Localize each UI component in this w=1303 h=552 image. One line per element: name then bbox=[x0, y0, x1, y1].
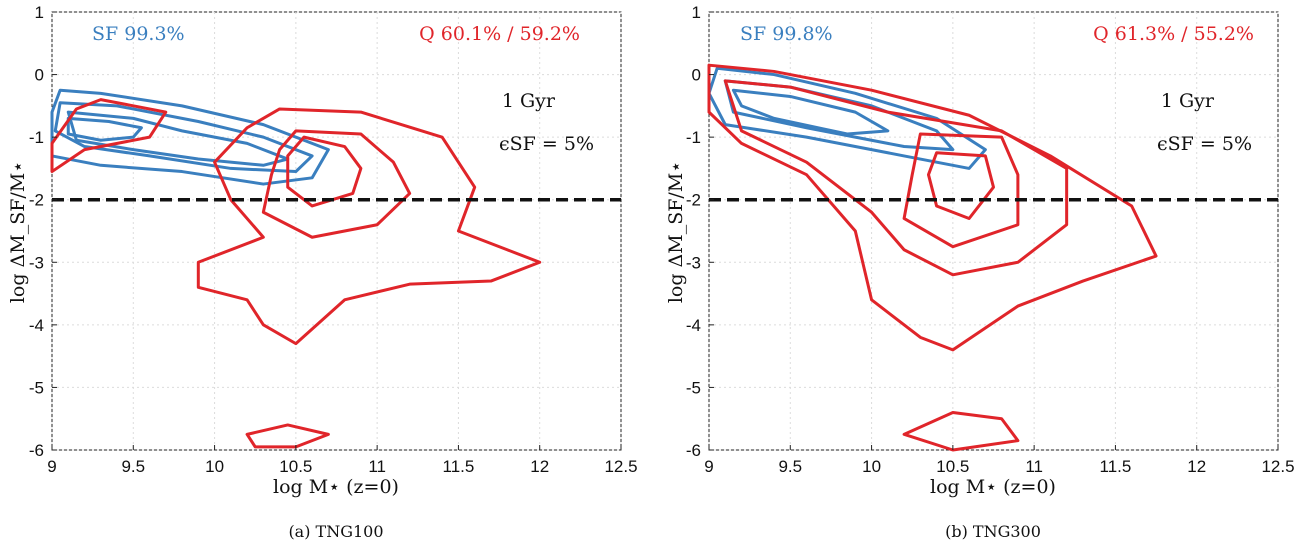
panel-tng300: 9 9.5 10 10.5 11 11.5 12 12.5 10-1-2-3-4-5-6 SF… bbox=[665, 3, 1295, 541]
y-tick-label: -6 bbox=[686, 441, 701, 460]
y-tick-label: -5 bbox=[686, 378, 701, 397]
timescale-label: 1 Gyr bbox=[1161, 90, 1215, 112]
efficiency-label: ϵSF = 5% bbox=[1157, 133, 1252, 155]
timescale-label: 1 Gyr bbox=[502, 90, 556, 112]
sf-contour bbox=[731, 88, 890, 136]
y-tick-label: 1 bbox=[35, 3, 44, 22]
y-tick-label: 0 bbox=[35, 66, 44, 85]
x-tick-label: 11 bbox=[1025, 457, 1043, 476]
efficiency-label: ϵSF = 5% bbox=[499, 133, 594, 155]
q-contour bbox=[50, 98, 168, 174]
q-contour bbox=[723, 79, 1069, 277]
y-tick-label: -2 bbox=[29, 191, 44, 210]
sf-fraction-label: SF 99.3% bbox=[92, 23, 185, 45]
x-tick-label: 10 bbox=[205, 457, 224, 476]
sf-fraction-label: SF 99.8% bbox=[740, 23, 833, 45]
q-fraction-label: Q 61.3% / 55.2% bbox=[1093, 23, 1254, 45]
y-tick-label: -5 bbox=[29, 378, 44, 397]
axes-frame bbox=[708, 11, 1279, 451]
x-axis-label: log M⋆ (z=0) bbox=[930, 476, 1056, 498]
x-tick-label: 12 bbox=[1187, 457, 1206, 476]
x-tick-label: 11.5 bbox=[1100, 457, 1132, 476]
x-tick-label: 12.5 bbox=[604, 457, 637, 476]
sf-contour bbox=[53, 101, 314, 174]
x-ticks: 9 9.5 10 10.5 11 11.5 12 12.5 bbox=[47, 445, 638, 476]
q-contour bbox=[902, 410, 1020, 452]
axes-frame bbox=[51, 11, 622, 451]
caption: (b) TNG300 bbox=[945, 522, 1041, 541]
q-contour bbox=[926, 151, 995, 220]
sf-contour bbox=[66, 116, 143, 142]
y-axis-label: log ΔM_SF/M⋆ bbox=[665, 161, 687, 303]
y-tick-label: -4 bbox=[29, 316, 44, 335]
x-tick-label: 9.5 bbox=[121, 457, 145, 476]
x-ticks: 9 9.5 10 10.5 11 11.5 12 12.5 bbox=[704, 445, 1295, 476]
q-contour bbox=[196, 107, 542, 346]
y-tick-label: 1 bbox=[692, 3, 701, 22]
x-tick-label: 10.5 bbox=[936, 457, 969, 476]
y-tick-label: -1 bbox=[29, 128, 44, 147]
x-axis-label: log M⋆ (z=0) bbox=[273, 476, 399, 498]
sf-contour bbox=[707, 66, 987, 170]
q-contour bbox=[707, 63, 1158, 352]
y-tick-label: -3 bbox=[686, 253, 701, 272]
y-tick-label: 0 bbox=[692, 66, 701, 85]
y-tick-label: -1 bbox=[686, 128, 701, 147]
x-tick-label: 10 bbox=[862, 457, 881, 476]
x-tick-label: 11 bbox=[368, 457, 386, 476]
y-axis-label: log ΔM_SF/M⋆ bbox=[7, 161, 29, 303]
y-tick-label: -4 bbox=[686, 316, 701, 335]
y-ticks: 1 0 -1 -2 -3 -4 -5 -6 bbox=[29, 3, 57, 460]
q-contour bbox=[261, 129, 412, 239]
q-fraction-label: Q 60.1% / 59.2% bbox=[419, 23, 580, 45]
x-tick-label: 9 bbox=[704, 457, 713, 476]
x-tick-label: 11.5 bbox=[443, 457, 475, 476]
grid bbox=[708, 11, 1279, 451]
q-contour bbox=[902, 132, 1020, 249]
y-tick-label: -3 bbox=[29, 253, 44, 272]
y-tick-label: -2 bbox=[686, 191, 701, 210]
x-tick-label: 9 bbox=[47, 457, 56, 476]
y-ticks: 1 0 -1 -2 -3 -4 -5 -6 bbox=[686, 3, 714, 460]
grid bbox=[51, 11, 622, 451]
y-tick-label: -6 bbox=[29, 441, 44, 460]
caption: (a) TNG100 bbox=[288, 522, 383, 541]
x-tick-label: 12.5 bbox=[1261, 457, 1294, 476]
panel-tng100: 9 9.5 10 10.5 11 11.5 12 12.5 10-1-2-3-4-5-6 SF… bbox=[7, 3, 638, 541]
contours bbox=[707, 63, 1158, 452]
x-tick-label: 9.5 bbox=[778, 457, 802, 476]
q-contour bbox=[245, 423, 330, 449]
x-tick-label: 10.5 bbox=[279, 457, 312, 476]
x-tick-label: 12 bbox=[530, 457, 549, 476]
